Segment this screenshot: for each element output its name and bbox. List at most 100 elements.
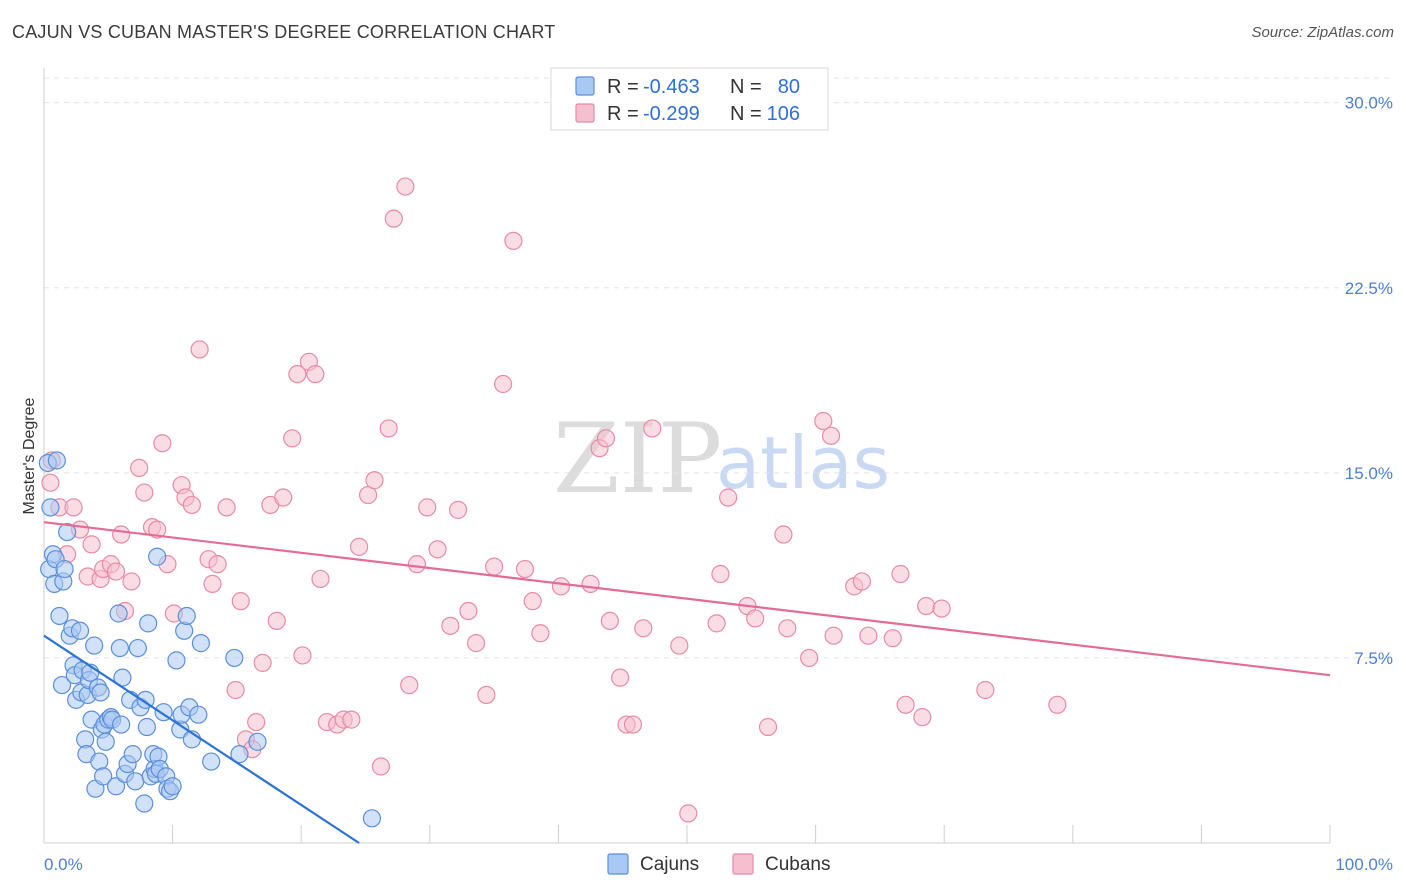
cuban-point-68 <box>515 559 535 579</box>
legend-cubans-r-value: -0.299 <box>643 103 700 125</box>
cajuns-series <box>38 451 382 828</box>
cuban-point-41 <box>293 646 312 665</box>
cuban-point-94 <box>824 626 843 645</box>
legend-cajuns-swatch <box>575 76 595 96</box>
cuban-point-88 <box>758 717 778 737</box>
cuban-point-55 <box>396 177 415 196</box>
cuban-point-76 <box>611 668 630 687</box>
cuban-point-63 <box>466 634 486 653</box>
y-tick-label-3: 30.0% <box>1345 94 1393 113</box>
cajun-point-72 <box>189 705 208 724</box>
cajun-point-38 <box>109 604 128 623</box>
cuban-point-56 <box>400 675 419 695</box>
cajun-point-1 <box>41 498 60 517</box>
cajun-point-68 <box>175 621 194 640</box>
cuban-point-81 <box>670 636 689 655</box>
y-axis-label: Master's Degree <box>21 397 38 514</box>
cuban-point-104 <box>976 680 995 700</box>
legend-cajuns-n-label: N = <box>730 76 762 98</box>
cuban-point-72 <box>581 574 600 593</box>
cuban-point-87 <box>746 609 765 628</box>
cuban-point-92 <box>814 411 833 431</box>
legend-cajuns-r-label: R = <box>607 76 639 98</box>
cajun-point-74 <box>202 752 221 771</box>
cuban-point-67 <box>504 231 523 250</box>
cajun-point-64 <box>163 777 182 796</box>
cuban-point-96 <box>852 572 871 591</box>
cuban-point-38 <box>274 488 293 507</box>
legend-bottom-cubans-label: Cubans <box>765 854 831 875</box>
cuban-point-14 <box>122 572 141 591</box>
legend-bottom-cajuns-swatch <box>607 853 629 875</box>
cajun-point-10 <box>55 559 74 579</box>
cuban-point-84 <box>711 564 730 584</box>
cajun-point-39 <box>110 638 129 658</box>
cajun-point-29 <box>91 683 110 702</box>
cuban-point-89 <box>774 525 793 544</box>
cuban-point-49 <box>349 537 369 556</box>
cuban-point-58 <box>418 498 437 517</box>
cajun-trend-line <box>43 634 360 844</box>
y-tick-label-0: 7.5% <box>1354 649 1393 668</box>
cuban-point-82 <box>679 804 698 823</box>
cajun-point-8 <box>52 675 72 695</box>
cajun-point-52 <box>139 614 158 633</box>
cajun-point-73 <box>191 634 210 653</box>
cuban-point-15 <box>130 458 149 478</box>
cuban-point-43 <box>306 365 325 384</box>
cuban-point-28 <box>208 555 227 574</box>
cuban-point-40 <box>288 365 307 384</box>
legend-bottom-cajuns-label: Cajuns <box>640 854 699 875</box>
cuban-point-24 <box>182 495 201 515</box>
legend-cubans-swatch <box>575 103 595 123</box>
cuban-point-59 <box>428 540 447 559</box>
cuban-point-37 <box>267 611 286 631</box>
legend-cajuns-r-value: -0.463 <box>643 76 700 98</box>
cajun-point-57 <box>148 547 167 566</box>
cajun-point-7 <box>50 606 69 626</box>
cajun-point-78 <box>362 809 382 828</box>
cuban-trend-line <box>43 521 1331 677</box>
cajun-point-75 <box>225 648 244 668</box>
cuban-point-19 <box>153 434 172 453</box>
chart-title: CAJUN VS CUBAN MASTER'S DEGREE CORRELATI… <box>12 22 556 42</box>
cajun-point-69 <box>177 606 196 626</box>
cuban-point-85 <box>719 488 738 507</box>
cuban-point-83 <box>707 614 726 633</box>
cuban-point-100 <box>896 695 915 714</box>
cuban-point-79 <box>634 619 653 638</box>
cuban-point-4 <box>64 498 83 517</box>
cajun-point-25 <box>85 636 104 655</box>
legend-top: R = -0.463 N = 80 R = -0.299 N = 106 <box>550 67 829 131</box>
cuban-point-65 <box>485 557 504 576</box>
cuban-point-18 <box>148 520 167 539</box>
cuban-point-0 <box>41 473 60 492</box>
x-tick-label-max: 100.0% <box>1335 855 1393 874</box>
cuban-point-34 <box>247 712 266 732</box>
legend-cubans-n-label: N = <box>730 103 762 125</box>
y-tick-label-2: 22.5% <box>1345 279 1393 298</box>
cuban-point-93 <box>821 426 841 445</box>
legend-bottom: Cajuns Cubans <box>607 853 831 875</box>
cuban-point-31 <box>231 592 250 611</box>
cajun-point-65 <box>167 651 186 670</box>
y-tick-labels: 7.5% 15.0% 22.5% 30.0% <box>1345 94 1393 668</box>
source-label: Source: ZipAtlas.com <box>1251 24 1394 41</box>
cuban-point-64 <box>477 685 496 705</box>
legend-bottom-cubans-swatch <box>732 853 754 875</box>
cuban-point-16 <box>135 483 154 502</box>
cajun-point-16 <box>70 621 90 640</box>
cajun-point-37 <box>106 777 126 796</box>
cuban-point-52 <box>371 757 391 776</box>
cajun-point-49 <box>135 794 154 813</box>
legend-cubans-n-value: 106 <box>767 103 800 125</box>
cuban-point-74 <box>596 429 616 448</box>
cuban-point-30 <box>226 680 245 700</box>
cuban-point-69 <box>523 592 542 611</box>
cuban-point-98 <box>883 629 902 648</box>
watermark-atlas: atlas <box>716 421 890 505</box>
cuban-point-25 <box>190 340 209 359</box>
cuban-point-99 <box>891 564 910 584</box>
cajun-point-47 <box>128 638 147 658</box>
